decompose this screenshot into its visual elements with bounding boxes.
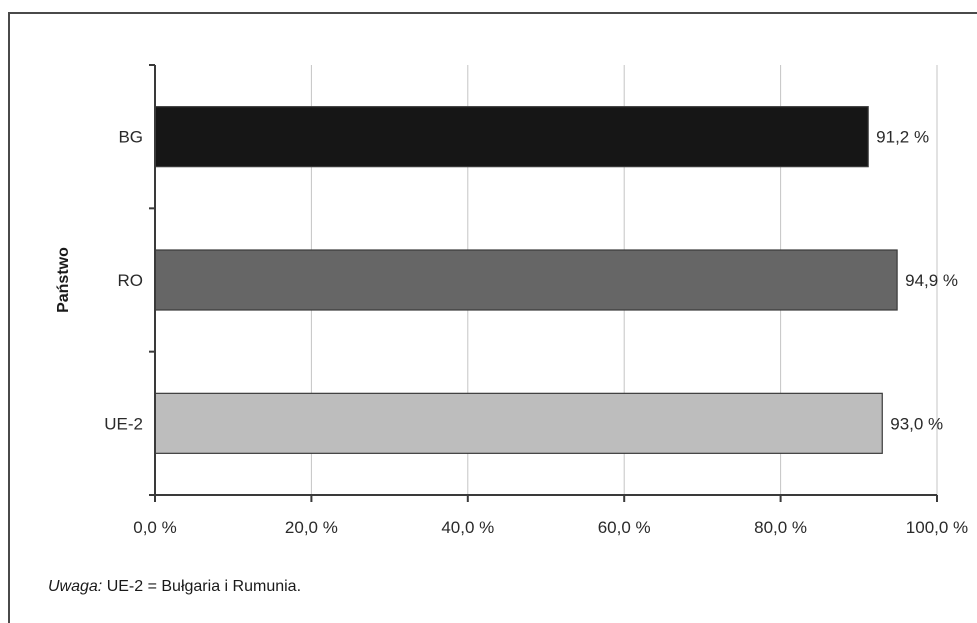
axes [149,64,938,502]
footnote: Uwaga: UE-2 = Bułgaria i Rumunia. [48,578,301,596]
footnote-prefix: Uwaga: [48,578,103,595]
x-tick-label-1: 20,0 % [285,518,338,537]
y-category-label-ue-2: UE-2 [104,414,143,433]
data-label-ue-2: 93,0 % [890,414,943,433]
footnote-text: UE-2 = Bułgaria i Rumunia. [102,578,302,595]
y-category-label-ro: RO [118,271,144,290]
data-label-ro: 94,9 % [905,271,958,290]
bar-bg [154,106,869,168]
y-axis-title: Państwo [55,247,72,313]
y-category-label-bg: BG [118,128,143,147]
x-tick-label-3: 60,0 % [598,518,651,537]
data-label-bg: 91,2 % [876,128,929,147]
x-tick-label-5: 100,0 % [906,518,968,537]
bar-ue-2 [154,392,883,454]
x-tick-label-2: 40,0 % [441,518,494,537]
bar-ro [154,249,898,311]
bars [154,106,898,454]
x-tick-label-0: 0,0 % [133,518,176,537]
x-tick-label-4: 80,0 % [754,518,807,537]
figure-frame [8,12,977,623]
labels: 0,0 % 20,0 % 40,0 % 60,0 % 80,0 % 100,0 % BG 91… [104,128,968,537]
